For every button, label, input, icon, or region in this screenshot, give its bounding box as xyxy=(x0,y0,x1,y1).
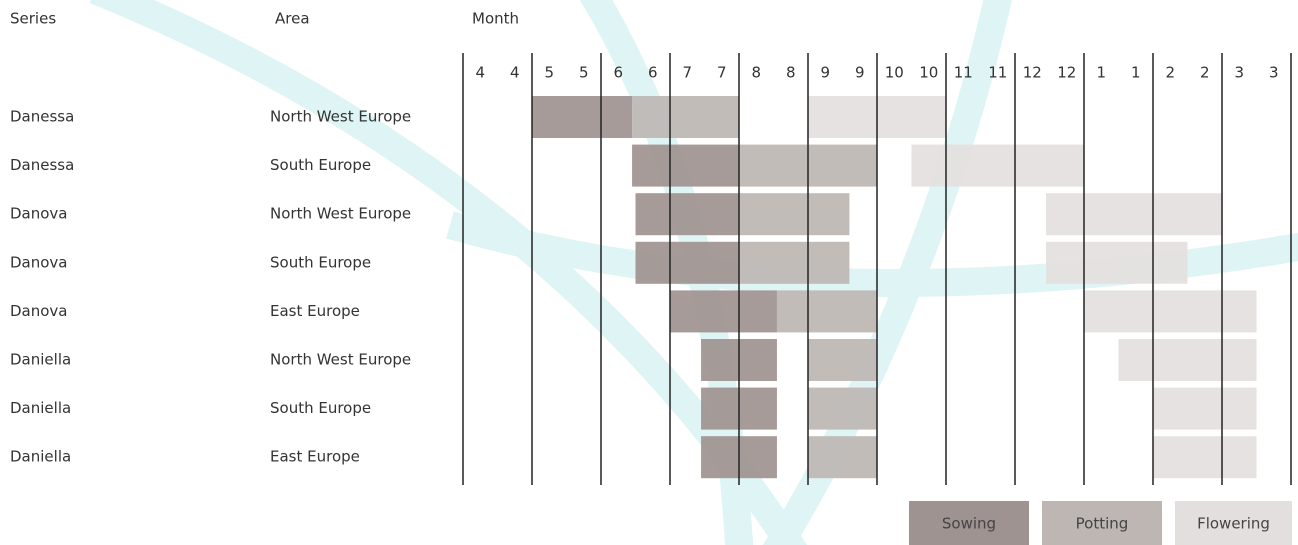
x-tick-label: 1 xyxy=(1096,64,1106,82)
x-tick-label: 1 xyxy=(1131,64,1141,82)
bar xyxy=(635,193,739,236)
bar xyxy=(1153,436,1257,479)
x-tick-label: 2 xyxy=(1200,64,1210,82)
legend-text: Potting xyxy=(1076,515,1129,533)
area-label: North West Europe xyxy=(270,351,411,369)
bar xyxy=(632,96,739,138)
bar xyxy=(1046,241,1188,284)
bar xyxy=(911,144,1084,187)
series-label: Danessa xyxy=(10,108,74,126)
series-label: Danova xyxy=(10,253,68,271)
x-tick-label: 3 xyxy=(1234,64,1244,82)
bar xyxy=(670,290,777,333)
x-tick-label: 8 xyxy=(751,64,761,82)
x-tick-label: 4 xyxy=(510,64,520,82)
x-tick-label: 5 xyxy=(579,64,589,82)
area-label: South Europe xyxy=(270,156,371,174)
x-tick-label: 9 xyxy=(855,64,865,82)
x-tick-label: 12 xyxy=(1057,64,1076,82)
series-label: Daniella xyxy=(10,399,71,417)
area-label: South Europe xyxy=(270,253,371,271)
bar xyxy=(1118,339,1257,381)
x-tick-label: 11 xyxy=(988,64,1007,82)
area-label: North West Europe xyxy=(270,108,411,126)
series-label: Daniella xyxy=(10,448,71,466)
x-tick-label: 2 xyxy=(1165,64,1175,82)
area-label: North West Europe xyxy=(270,205,411,223)
series-label: Danova xyxy=(10,205,68,223)
bar xyxy=(808,339,877,381)
x-axis-label: Month xyxy=(472,10,519,28)
bar xyxy=(739,241,850,284)
x-tick-label: 10 xyxy=(885,64,904,82)
legend-text: Sowing xyxy=(942,515,996,533)
x-tick-label: 6 xyxy=(613,64,623,82)
legend-swatch xyxy=(1042,501,1162,545)
series-label: Daniella xyxy=(10,351,71,369)
x-tick-label: 11 xyxy=(954,64,973,82)
legend-swatch xyxy=(1175,501,1292,545)
bar xyxy=(808,387,877,430)
x-tick-label: 3 xyxy=(1269,64,1279,82)
bar xyxy=(1046,193,1222,236)
x-tick-label: 8 xyxy=(786,64,796,82)
series-label: Danova xyxy=(10,302,68,320)
column-header: Series xyxy=(10,10,56,28)
x-tick-label: 4 xyxy=(475,64,485,82)
x-tick-label: 10 xyxy=(919,64,938,82)
bar xyxy=(532,96,633,138)
x-tick-label: 6 xyxy=(648,64,658,82)
legend-text: Flowering xyxy=(1197,515,1270,533)
series-label: Danessa xyxy=(10,156,74,174)
bar xyxy=(739,193,850,236)
x-tick-label: 12 xyxy=(1023,64,1042,82)
x-tick-label: 7 xyxy=(682,64,692,82)
bar xyxy=(635,241,739,284)
bar xyxy=(1084,290,1257,333)
legend-swatch xyxy=(909,501,1029,545)
bar xyxy=(776,290,877,333)
area-label: East Europe xyxy=(270,302,360,320)
x-tick-label: 7 xyxy=(717,64,727,82)
area-label: East Europe xyxy=(270,448,360,466)
x-tick-label: 5 xyxy=(544,64,554,82)
bar xyxy=(808,436,877,479)
bar xyxy=(632,144,739,187)
column-header: Area xyxy=(275,10,310,28)
bar xyxy=(1153,387,1257,430)
x-tick-label: 9 xyxy=(820,64,830,82)
area-label: South Europe xyxy=(270,399,371,417)
